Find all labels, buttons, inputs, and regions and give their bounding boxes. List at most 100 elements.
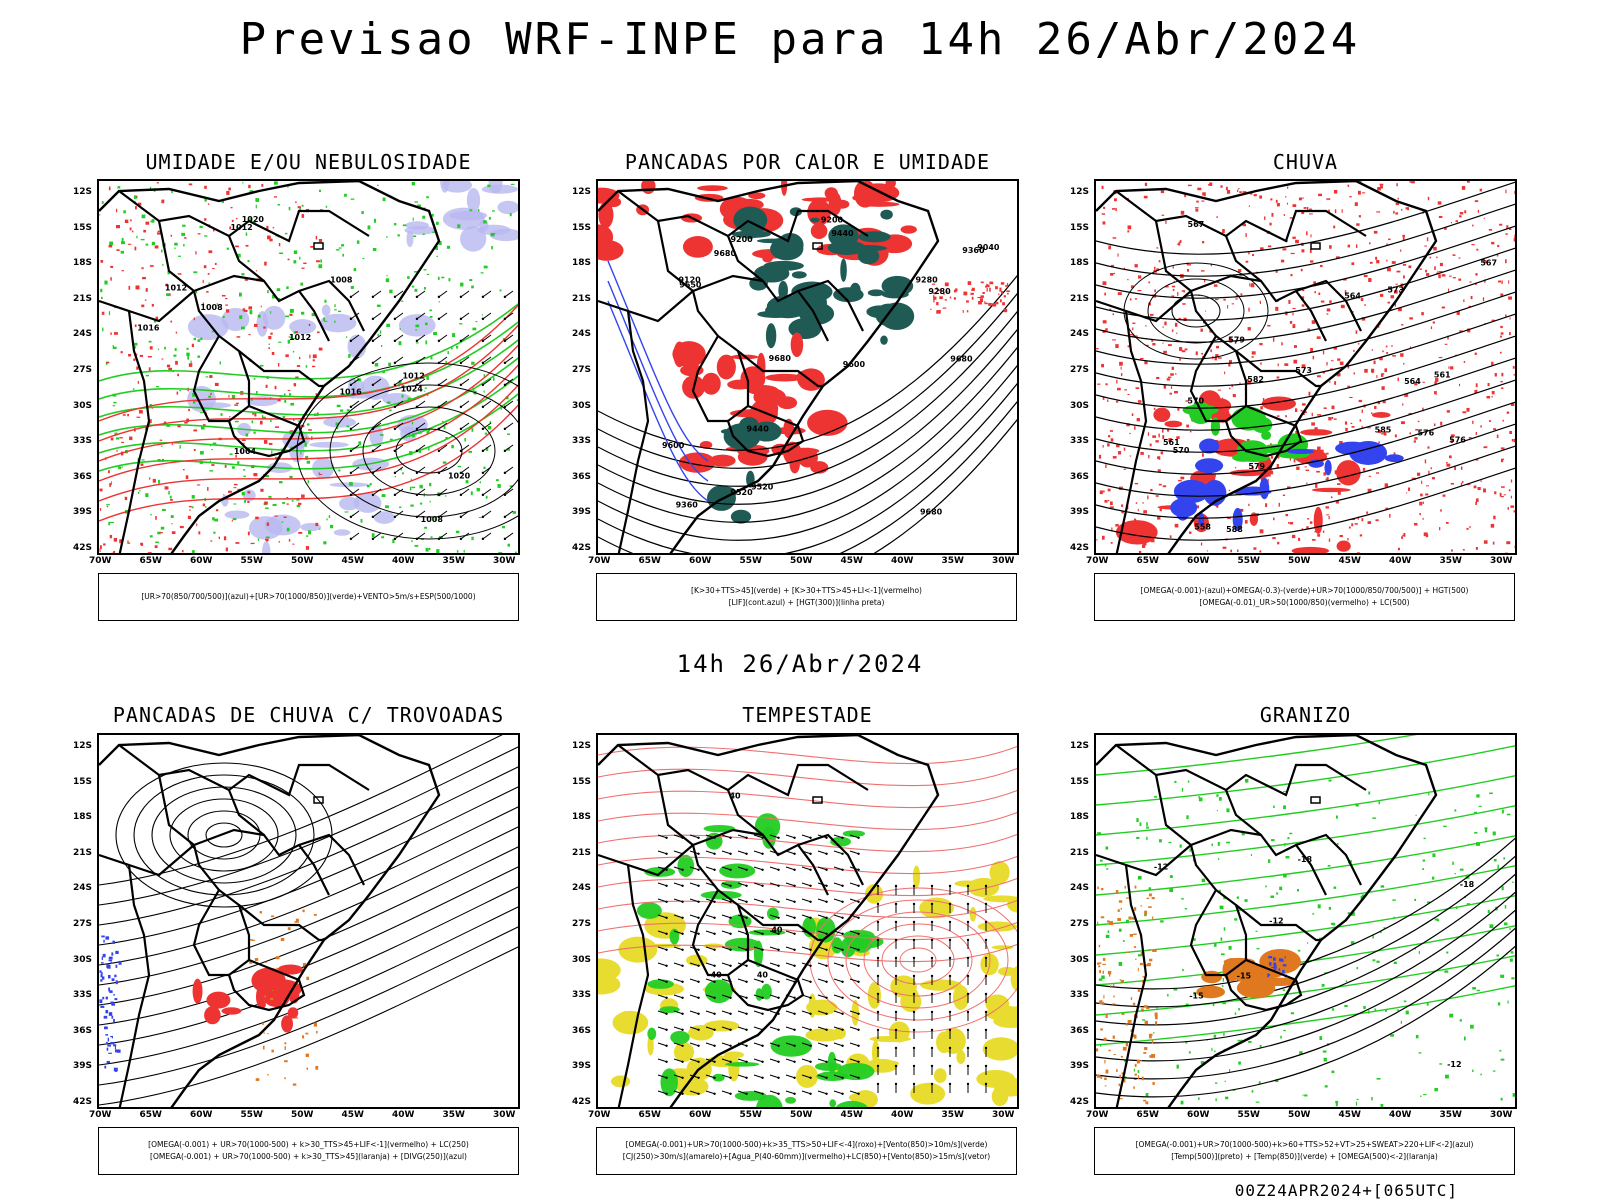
longitude-label: 35W — [442, 1110, 465, 1120]
contour-label: 1024 — [401, 384, 424, 393]
latitude-label: 27S — [1070, 365, 1090, 375]
contour-label: 1016 — [339, 388, 362, 397]
contour-label: 561 — [1434, 370, 1451, 379]
map-pancadas-trovoadas — [97, 733, 520, 1109]
legend-line: [OMEGA(-0.01)_UR>50(1000/850)(vermelho) … — [1199, 598, 1410, 607]
contour-label: 9680 — [950, 355, 973, 364]
longitude-label: 70W — [89, 1110, 112, 1120]
contour-label: 9680 — [920, 508, 943, 517]
contour-label: 9680 — [714, 249, 737, 258]
longitude-label: 45W — [1338, 556, 1361, 566]
longitude-label: 40W — [1389, 1110, 1412, 1120]
contour-label: 9280 — [915, 275, 938, 284]
longitude-label: 70W — [1086, 556, 1109, 566]
longitude-label: 55W — [240, 1110, 263, 1120]
latitude-label: 33S — [73, 990, 93, 1001]
latitude-label: 39S — [73, 507, 93, 518]
longitude-label: 50W — [1288, 1110, 1311, 1120]
latitude-label: 12S — [1070, 187, 1090, 197]
contour-label: 1020 — [242, 215, 265, 224]
map-canvas-pancadas-trovoadas — [99, 735, 518, 1107]
contour-label: -15 — [1237, 971, 1252, 980]
legend-line: [OMEGA(-0.001)-(azul)+OMEGA(-0.3)-(verde… — [1140, 586, 1469, 595]
latitude-label: 12S — [73, 187, 93, 197]
latitude-label: 27S — [572, 365, 592, 375]
longitude-label: 50W — [1288, 556, 1311, 566]
contour-label: 9200 — [730, 235, 753, 244]
latitude-label: 33S — [73, 436, 93, 447]
contour-label: 561 — [1163, 438, 1180, 447]
latitude-label: 15S — [572, 776, 592, 787]
map-tempestade: 40 40 40 40 — [596, 733, 1019, 1109]
latitude-label: 30S — [1070, 400, 1090, 411]
contour-label: 40 — [757, 971, 769, 980]
longitude-label: 65W — [638, 1110, 661, 1120]
longitude-label: 35W — [941, 556, 964, 566]
longitude-label: 45W — [840, 1110, 863, 1120]
map-canvas-chuva: 588 585 582 579 576 573 570 567 564 561 579 576 573 5… — [1096, 181, 1515, 553]
contour-label: 576 — [1417, 428, 1434, 437]
legend-line: [UR>70(850/700/500)](azul)+[UR>70(1000/8… — [141, 592, 476, 601]
latitude-label: 42S — [1070, 1097, 1090, 1107]
longitude-label: 30W — [493, 1110, 516, 1120]
legend-tempestade: [OMEGA(-0.001)+UR>70(1000-500)+k>35_TTS>… — [596, 1127, 1017, 1175]
longitude-label: 70W — [89, 556, 112, 566]
map-umidade: 1008 1012 1012 1012 1004 1008 1016 1016 1020 1024… — [97, 179, 520, 555]
contour-label: 558 — [1194, 522, 1211, 531]
contour-label: -12 — [1447, 1060, 1461, 1069]
longitude-label: 55W — [739, 1110, 762, 1120]
contour-label: 585 — [1375, 426, 1392, 435]
legend-line: [OMEGA(-0.001) + UR>70(1000-500) + k>30_… — [148, 1140, 469, 1149]
contour-label: 1012 — [230, 223, 252, 232]
legend-pancadas-trovoadas: [OMEGA(-0.001) + UR>70(1000-500) + k>30_… — [98, 1127, 519, 1175]
contour-label: 570 — [1187, 397, 1204, 406]
longitude-label: 60W — [689, 556, 712, 566]
longitude-label: 45W — [341, 556, 364, 566]
latitude-label: 24S — [1070, 329, 1090, 340]
latitude-label: 24S — [572, 883, 592, 894]
latitude-label: 21S — [1070, 293, 1090, 304]
latitude-label: 30S — [73, 954, 93, 965]
latitude-label: 36S — [73, 1025, 93, 1036]
latitude-label: 39S — [1070, 507, 1090, 518]
contour-label: 9440 — [747, 424, 770, 433]
longitude-label: 55W — [240, 556, 263, 566]
latitude-label: 12S — [1070, 741, 1090, 751]
latitude-label: 36S — [73, 471, 93, 482]
panel-title-tempestade: TEMPESTADE — [742, 703, 873, 727]
latitude-label: 33S — [572, 436, 592, 447]
latitude-label: 30S — [572, 954, 592, 965]
legend-chuva: [OMEGA(-0.001)-(azul)+OMEGA(-0.3)-(verde… — [1094, 573, 1515, 621]
contour-label: 567 — [1480, 259, 1497, 268]
latitude-label: 42S — [572, 1097, 592, 1107]
contour-label: 40 — [729, 791, 741, 800]
longitude-label: 45W — [1338, 1110, 1361, 1120]
contour-label: 1008 — [421, 515, 444, 524]
contour-label: 9360 — [962, 246, 985, 255]
contour-label: 9600 — [662, 441, 685, 450]
latitude-label: 12S — [572, 187, 592, 197]
contour-label: 1008 — [200, 303, 223, 312]
longitude-label: 70W — [588, 1110, 611, 1120]
latitude-label: 21S — [1070, 847, 1090, 858]
latitude-label: 27S — [1070, 919, 1090, 929]
latitude-label: 18S — [73, 812, 93, 823]
latitude-label: 33S — [1070, 990, 1090, 1001]
longitude-label: 65W — [139, 556, 162, 566]
longitude-label: 65W — [1136, 556, 1159, 566]
longitude-label: 35W — [1439, 556, 1462, 566]
panel-title-umidade: UMIDADE E/OU NEBULOSIDADE — [145, 150, 472, 174]
longitude-label: 45W — [341, 1110, 364, 1120]
legend-line: [Temp(500)](preto) + [Temp(850)](verde) … — [1171, 1152, 1438, 1161]
contour-label: -12 — [1269, 916, 1283, 925]
latitude-label: 24S — [73, 329, 93, 340]
contour-label: 9680 — [769, 354, 792, 363]
longitude-label: 40W — [891, 1110, 914, 1120]
longitude-label: 40W — [392, 1110, 415, 1120]
longitude-label: 55W — [1237, 1110, 1260, 1120]
contour-label: 567 — [1188, 220, 1205, 229]
latitude-label: 24S — [1070, 883, 1090, 894]
longitude-label: 50W — [790, 556, 813, 566]
latitude-label: 21S — [572, 847, 592, 858]
latitude-label: 39S — [572, 507, 592, 518]
